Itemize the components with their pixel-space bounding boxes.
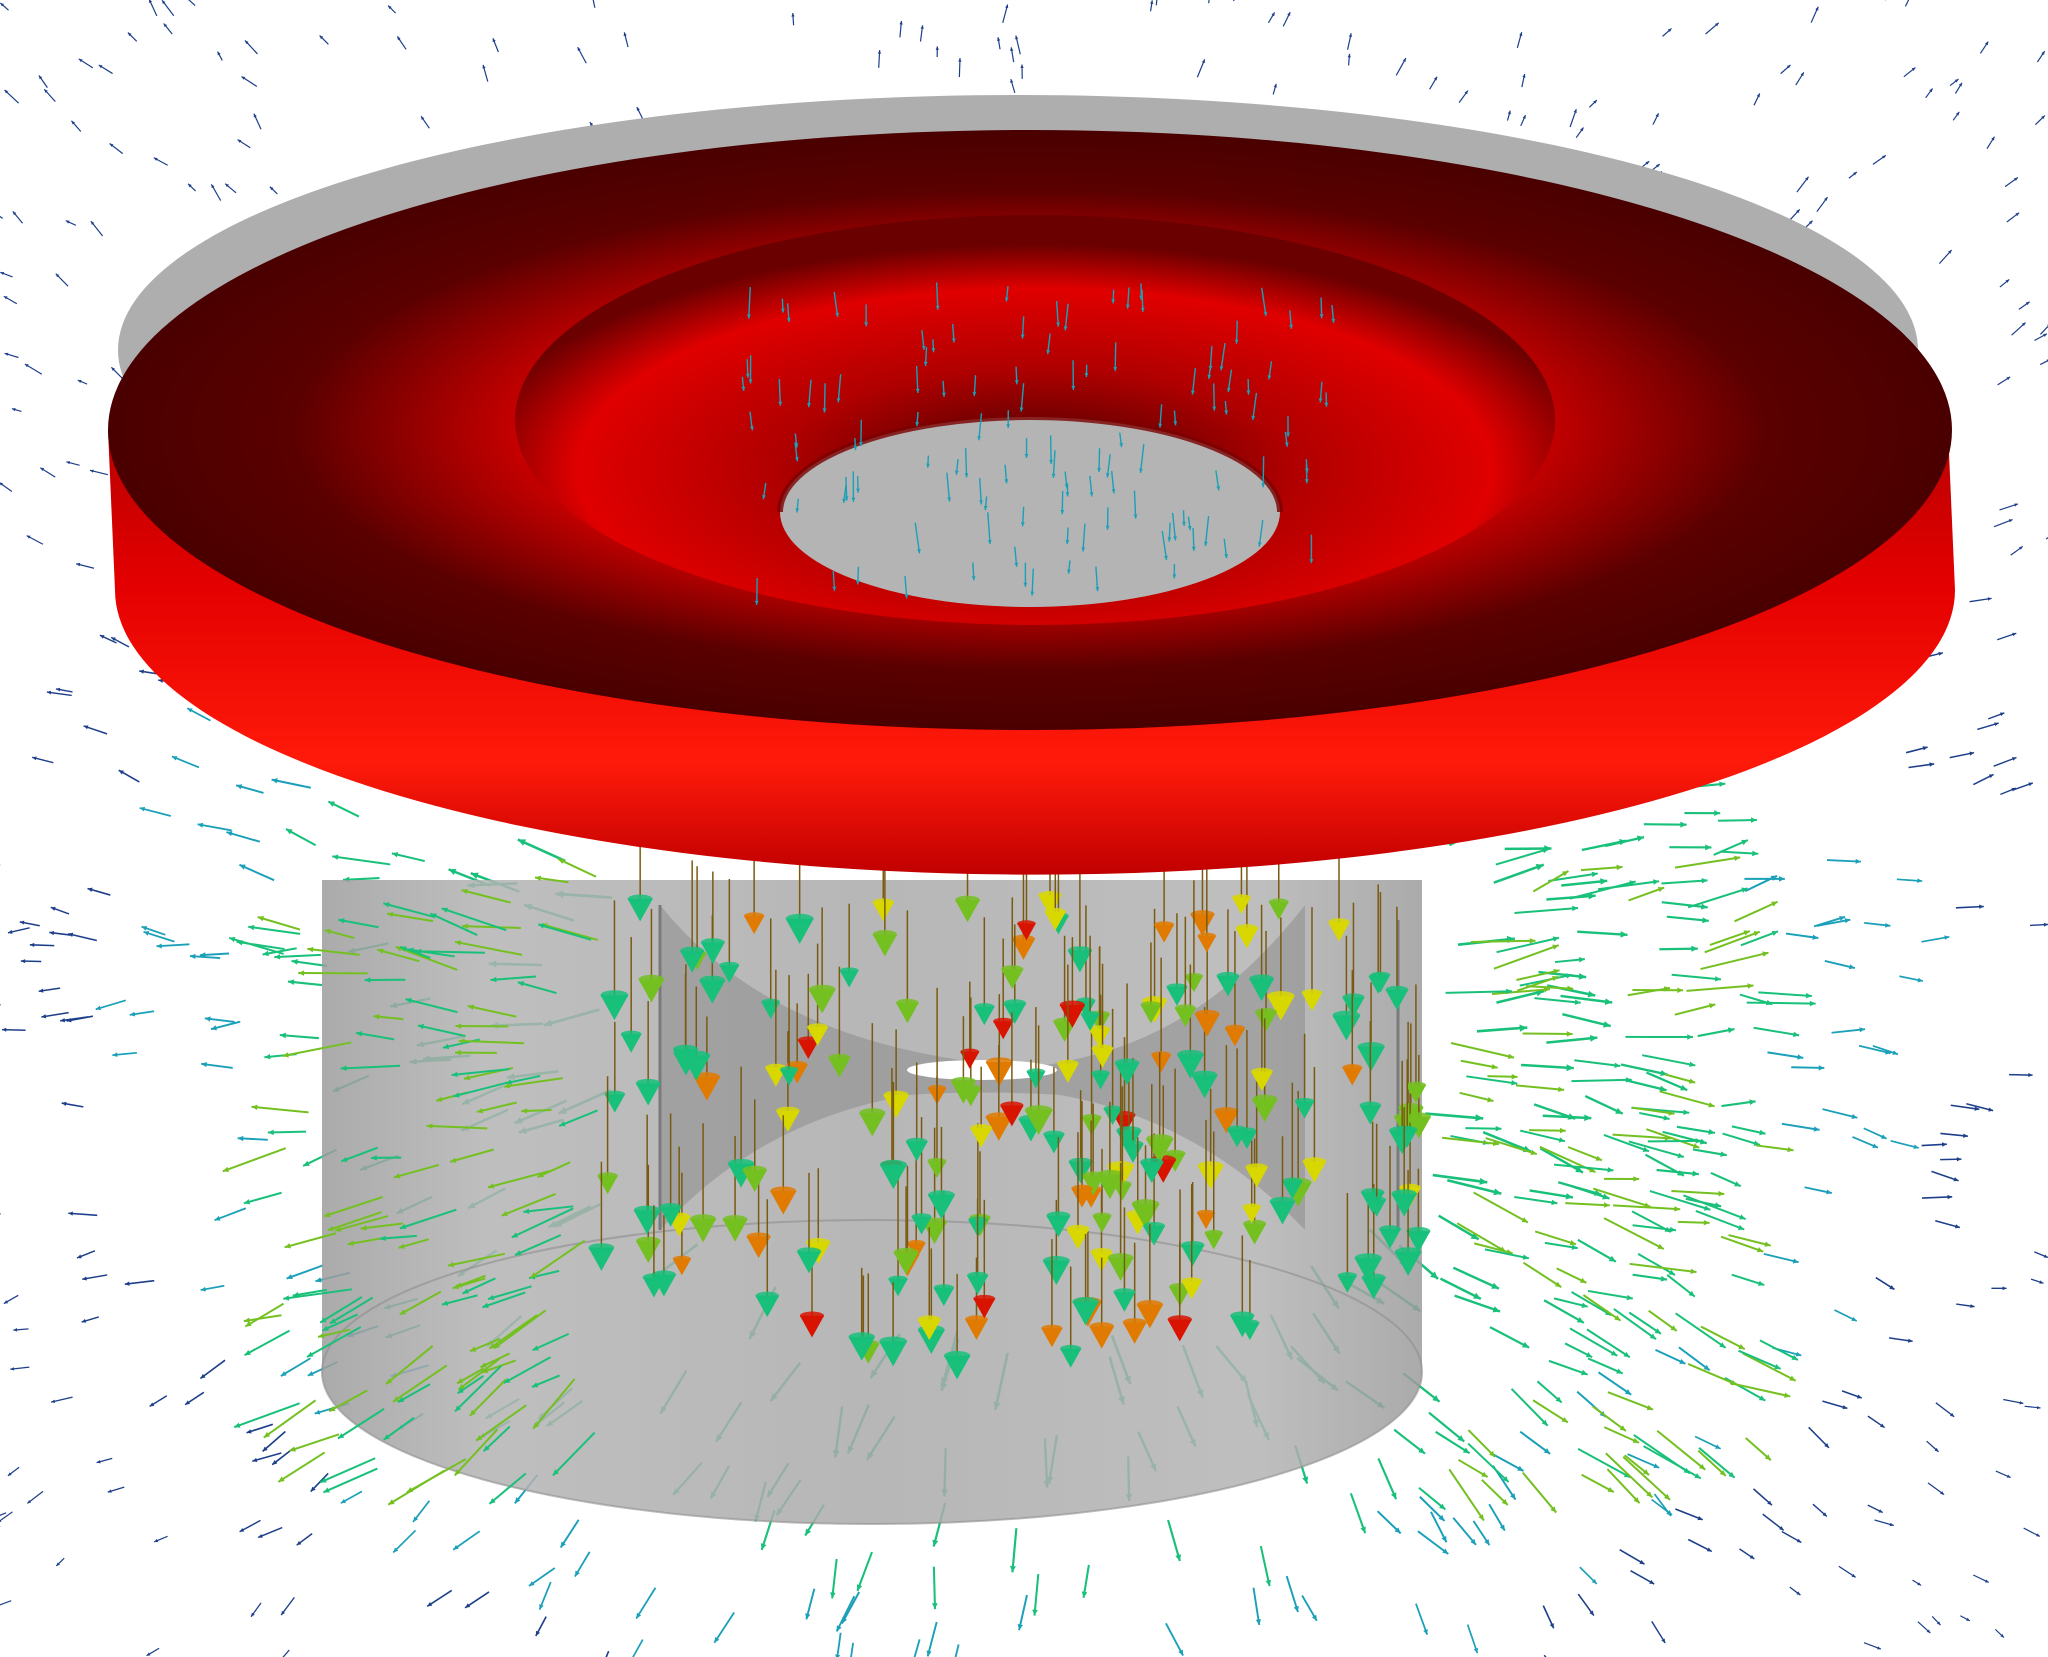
ring-surface-arrows <box>741 282 1336 605</box>
red-ring <box>108 130 1955 875</box>
hourglass-core <box>658 905 1400 1230</box>
core-field-cones <box>222 798 1816 1522</box>
